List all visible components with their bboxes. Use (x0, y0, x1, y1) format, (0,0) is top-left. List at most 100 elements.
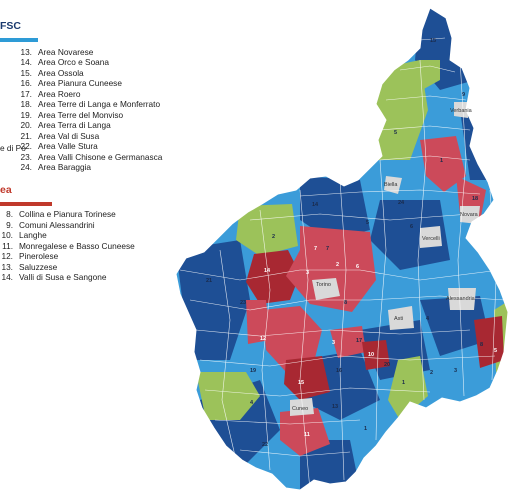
area-marker: 13 (332, 404, 338, 410)
legend-item: 24. Area Baraggia (14, 162, 162, 173)
legend-item-number: 17. (20, 88, 32, 99)
legend-item-label: Area Terra di Langa (38, 120, 111, 130)
legend-item-number: 13. (1, 261, 13, 272)
legend-item: 14. Area Orco e Soana (14, 57, 162, 68)
area-marker: 1 (364, 426, 367, 432)
area-marker: 3 (332, 340, 335, 346)
legend-item-label: Saluzzese (19, 261, 58, 272)
area-marker: 12 (260, 336, 266, 342)
legend-item: 23. Area Valli Chisone e Germanasca (14, 152, 162, 163)
legend-item-label: Area Terre del Monviso (38, 109, 124, 120)
area-marker: 19 (250, 368, 256, 374)
legend-item-label: Area Val di Susa (38, 130, 100, 141)
legend-item-label: Area Valle Stura (38, 141, 98, 151)
area-marker: 3 (306, 270, 309, 276)
city-novara-label: Novara (460, 212, 479, 218)
legend-item-number: 24. (20, 162, 32, 172)
legend-item-number: 11. (2, 240, 13, 251)
area-marker: 4 (426, 316, 430, 322)
area-marker: 7 (326, 246, 329, 252)
legend-item: 12. Pinerolese (0, 251, 135, 262)
area-marker: 6 (410, 224, 413, 230)
area-marker: 11 (304, 432, 310, 438)
legend-item-number: 15. (20, 67, 32, 78)
city-asti-label: Asti (394, 316, 403, 322)
legend-item-number: 13. (20, 46, 32, 57)
area-marker: 3 (454, 368, 457, 374)
legend-item: 13. Saluzzese (0, 262, 135, 273)
city-biella-label: Biella (384, 182, 398, 188)
area-marker: 2 (430, 370, 433, 376)
legend-item-number: 14. (1, 272, 13, 282)
area-marker: 8 (480, 342, 483, 348)
legend-item-label: Pinerolese (19, 251, 59, 261)
area-marker: 18 (472, 196, 478, 202)
area-marker: 4 (250, 400, 254, 406)
area-marker: 20 (384, 362, 390, 368)
area-marker: 22 (262, 442, 268, 448)
area-marker: 8 (344, 300, 347, 306)
legend-item-label: Comuni Alessandrini (19, 219, 95, 230)
legend-item: 8. Collina e Pianura Torinese (0, 209, 135, 220)
legend-item: 11. Monregalese e Basso Cuneese (0, 241, 135, 252)
legend-item-number: 21. (20, 130, 32, 141)
legend-item-number: 8. (6, 209, 13, 219)
legend-item-number: 20. (20, 120, 32, 130)
legend-item: 9. Comuni Alessandrini (0, 220, 135, 231)
legend-item-label: Area Terre di Langa e Monferrato (38, 99, 161, 109)
legend-item-label: Area Orco e Soana (38, 57, 110, 67)
legend-fsc-heading: FSC (0, 20, 21, 32)
legend-item: 16. Area Pianura Cuneese (14, 78, 162, 89)
legend-item-label: Area Ossola (38, 67, 84, 78)
legend-item-number: 22. (20, 141, 32, 151)
area-marker: 15 (430, 38, 436, 44)
legend-item: 22. Area Valle Stura (14, 141, 162, 152)
legend-item: 19. Area Terre del Monviso (14, 110, 162, 121)
area-marker: 1 (402, 380, 405, 386)
area-marker: 21 (206, 278, 212, 284)
city-torino-label: Torino (316, 282, 331, 288)
legend-area-bar (0, 202, 52, 206)
area-marker: 1 (440, 158, 443, 164)
legend-area-heading: ea (0, 184, 12, 196)
city-verbania-label: Verbania (450, 108, 473, 114)
area-marker: 6 (356, 264, 359, 270)
city-alessandria-label: Alessandria (446, 296, 476, 302)
legend-item-label: Langhe (19, 230, 47, 240)
legend-fsc-bar (0, 38, 38, 42)
legend-item-number: 12. (1, 251, 13, 261)
legend-item-label: Monregalese e Basso Cuneese (19, 240, 135, 251)
area-marker: 15 (298, 380, 304, 386)
area-marker: 9 (462, 92, 465, 98)
legend-item: 20. Area Terra di Langa (14, 120, 162, 131)
area-marker: 10 (368, 352, 374, 358)
legend-item-number: 18. (20, 99, 32, 109)
legend-item-label: Valli di Susa e Sangone (19, 272, 107, 282)
area-marker: 5 (394, 130, 397, 136)
legend-item: 18. Area Terre di Langa e Monferrato (14, 99, 162, 110)
legend-item-label: Area Valli Chisone e Germanasca (38, 151, 163, 162)
city-vercelli-label: Vercelli (422, 236, 440, 242)
area-marker: 7 (314, 246, 317, 252)
legend-cut-text: e di Po (0, 143, 26, 153)
legend-item-number: 19. (20, 109, 32, 120)
area-marker: 14 (264, 268, 271, 274)
legend-item-label: Area Baraggia (38, 162, 92, 172)
area-marker: 2 (272, 234, 275, 240)
legend-item-label: Area Roero (38, 88, 81, 99)
legend-item: 14. Valli di Susa e Sangone (0, 272, 135, 283)
area-marker: 2 (336, 262, 339, 268)
city-cuneo-label: Cuneo (292, 406, 308, 412)
legend-item: 10. Langhe (0, 230, 135, 241)
legend-item: 13. Area Novarese (14, 47, 162, 58)
legend-item-label: Area Pianura Cuneese (38, 78, 122, 88)
legend-item-number: 10. (1, 230, 13, 240)
legend-item-number: 16. (20, 78, 32, 88)
legend-item-label: Collina e Pianura Torinese (19, 209, 116, 219)
legend-item-number: 14. (20, 57, 32, 67)
legend-fsc-list: 13. Area Novarese 14. Area Orco e Soana 15. A… (14, 47, 162, 173)
legend-item: 17. Area Roero (14, 89, 162, 100)
legend-area-list: 8. Collina e Pianura Torinese 9. Comuni Ale… (0, 209, 135, 283)
area-marker: 5 (494, 348, 497, 354)
